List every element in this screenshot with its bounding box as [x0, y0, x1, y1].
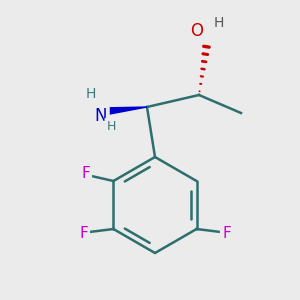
Text: O: O — [190, 22, 203, 40]
Text: H: H — [106, 119, 116, 133]
Text: H: H — [86, 87, 96, 101]
Polygon shape — [99, 107, 147, 116]
Text: H: H — [214, 16, 224, 30]
Text: F: F — [222, 226, 231, 242]
Text: N: N — [95, 107, 107, 125]
Text: F: F — [79, 226, 88, 242]
Text: F: F — [81, 166, 90, 181]
